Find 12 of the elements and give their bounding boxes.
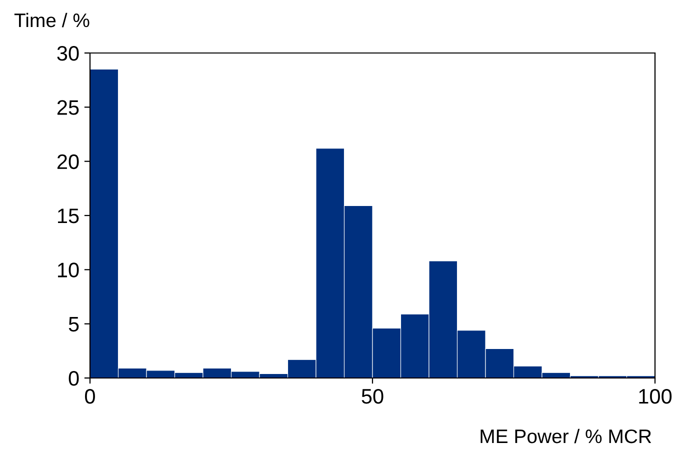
y-tick-label: 10 (58, 262, 79, 278)
y-tick-label: 0 (68, 371, 79, 386)
y-tick-label: 30 (57, 46, 79, 61)
y-tick-label: 25 (57, 100, 79, 115)
y-tick-label: 15 (58, 208, 79, 224)
x-tick-label: 0 (85, 388, 95, 404)
x-axis-title: ME Power / % MCR (480, 428, 652, 444)
y-tick-label: 5 (68, 317, 79, 332)
x-tick-label: 50 (362, 388, 384, 404)
y-tick-label: 20 (57, 154, 79, 170)
y-axis-title: Time / % (14, 12, 90, 28)
x-tick-label: 100 (639, 388, 672, 404)
